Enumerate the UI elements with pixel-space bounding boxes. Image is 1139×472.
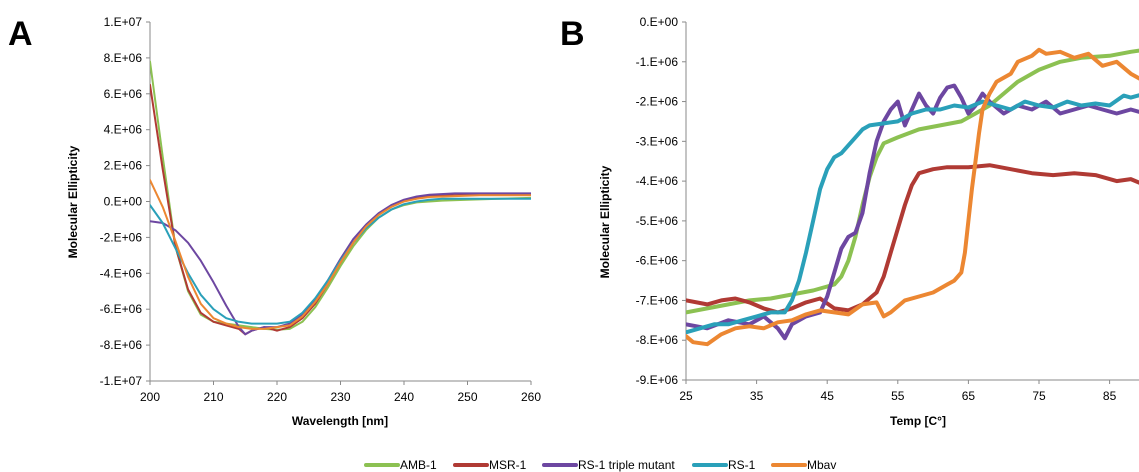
y-tick-label: -8.E+06	[636, 333, 679, 347]
x-tick-label: 220	[267, 390, 287, 404]
legend-label-rs-1: RS-1	[728, 458, 756, 472]
x-tick-label: 75	[1032, 389, 1046, 403]
y-tick-label: 0.E+00	[104, 195, 143, 209]
x-tick-label: 55	[891, 389, 905, 403]
legend-label-amb-1: AMB-1	[400, 458, 437, 472]
y-tick-label: -6.E+06	[636, 254, 679, 268]
y-tick-label: 4.E+06	[104, 123, 143, 137]
legend: AMB-1 MSR-1 RS-1 triple mutant RS-1 Mbav	[364, 458, 836, 472]
y-tick-label: -6.E+06	[100, 302, 143, 316]
legend-label-rs-1-triple-mutant: RS-1 triple mutant	[578, 458, 675, 472]
panel-label-a: A	[8, 15, 33, 53]
series-line-a-msr-1	[150, 83, 531, 336]
y-tick-label: -8.E+06	[100, 338, 143, 352]
y-tick-label: -4.E+06	[636, 174, 679, 188]
y-tick-label: -7.E+06	[636, 293, 679, 307]
x-axis-title-a: Wavelength [nm]	[292, 414, 388, 428]
y-axis-title-b: Molecular Ellipticity	[598, 165, 612, 278]
series-line-b-rs-1	[686, 93, 1139, 335]
series-line-b-mbav	[686, 47, 1139, 347]
x-tick-label: 25	[679, 389, 693, 403]
y-tick-label: -5.E+06	[636, 214, 679, 228]
x-axis-title-b: Temp [C°]	[890, 414, 946, 428]
y-tick-label: -3.E+06	[636, 134, 679, 148]
y-tick-label: -2.E+06	[100, 230, 143, 244]
x-tick-label: 230	[330, 390, 350, 404]
x-tick-label: 35	[750, 389, 764, 403]
x-tick-label: 200	[140, 390, 160, 404]
legend-label-msr-1: MSR-1	[489, 458, 527, 472]
x-tick-label: 240	[394, 390, 414, 404]
y-tick-label: 2.E+06	[104, 159, 143, 173]
series-line-a-rs-1	[150, 197, 531, 325]
series-line-b-msr-1	[686, 163, 1139, 315]
x-tick-label: 85	[1103, 389, 1117, 403]
series-line-b-amb-1	[686, 48, 1139, 315]
y-tick-label: -4.E+06	[100, 266, 143, 280]
legend-label-mbav: Mbav	[807, 458, 836, 472]
y-tick-label: 1.E+07	[104, 15, 143, 29]
x-tick-label: 45	[821, 389, 835, 403]
chart-a: 1.E+07 8.E+06 6.E+06 4.E+06 2.E+06 0.E+00 -2.E…	[66, 15, 541, 428]
series-line-a-mbav	[150, 179, 531, 330]
chart-b: 0.E+00 -1.E+06 -2.E+06 -3.E+06 -4.E+06 -5.E+0…	[598, 15, 1139, 428]
panel-label-b: B	[560, 15, 585, 53]
series-line-a-rs-1-triple-mutant	[150, 192, 531, 336]
y-tick-label: 8.E+06	[104, 51, 143, 65]
y-tick-label: -9.E+06	[636, 373, 679, 387]
x-tick-label: 210	[203, 390, 223, 404]
x-tick-label: 65	[962, 389, 976, 403]
y-tick-label: -1.E+06	[636, 55, 679, 69]
x-tick-label: 260	[521, 390, 541, 404]
y-tick-label: -1.E+07	[100, 374, 143, 388]
y-tick-label: -2.E+06	[636, 95, 679, 109]
y-tick-label: 0.E+00	[640, 15, 679, 29]
y-tick-label: 6.E+06	[104, 87, 143, 101]
x-tick-label: 250	[457, 390, 477, 404]
y-axis-title-a: Molecular Ellipticity	[66, 145, 80, 258]
